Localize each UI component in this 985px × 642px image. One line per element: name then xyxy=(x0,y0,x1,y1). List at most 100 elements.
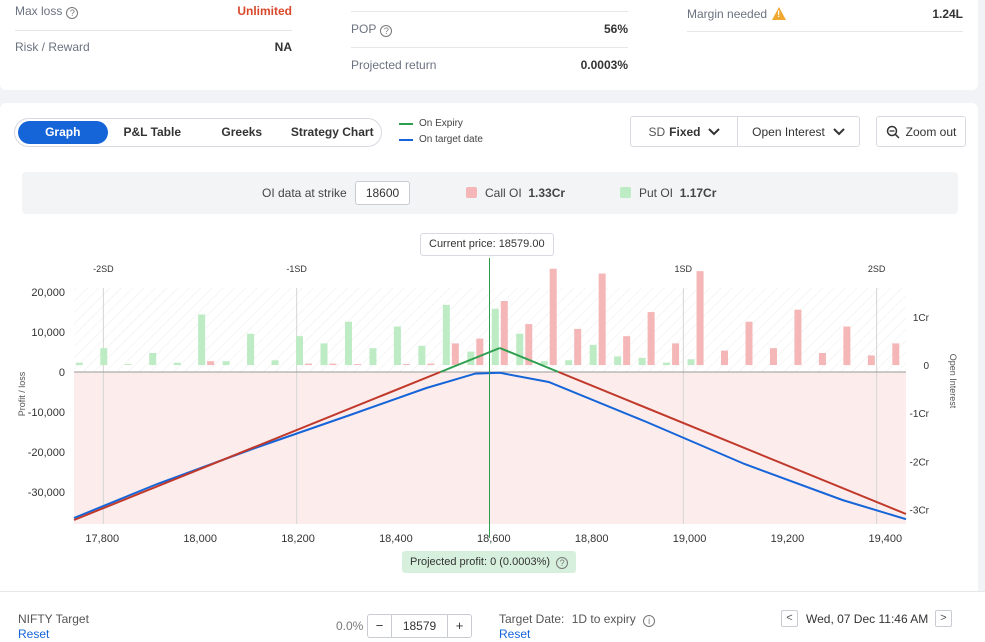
increment-button[interactable]: + xyxy=(447,614,472,638)
tab-graph[interactable]: Graph xyxy=(18,121,108,144)
call-oi-bar xyxy=(427,363,435,366)
x-tick-label: 18,200 xyxy=(281,533,315,545)
risk-reward-value: NA xyxy=(274,40,292,54)
call-oi-bar xyxy=(305,363,313,366)
put-oi-bar xyxy=(369,348,377,366)
zoom-out-button[interactable]: Zoom out xyxy=(876,116,966,147)
max-loss-row: Max loss? Unlimited xyxy=(15,2,292,20)
chevron-down-icon xyxy=(707,127,720,135)
target-date-value: 1D to expiry xyxy=(571,612,636,626)
expiry-line-segment xyxy=(499,347,559,373)
target-date-label: Target Date: xyxy=(499,612,565,626)
reset-target-link[interactable]: Reset xyxy=(18,627,50,641)
put-oi-value: 1.17Cr xyxy=(679,186,717,200)
put-oi-bar xyxy=(124,364,132,366)
bottom-bar xyxy=(0,591,985,642)
risk-reward-label: Risk / Reward xyxy=(15,40,90,54)
call-oi-bar xyxy=(769,348,777,366)
oi-tick-label: -3Cr xyxy=(910,506,930,517)
warning-icon: ! xyxy=(772,7,787,20)
x-tick-label: 19,000 xyxy=(673,533,707,545)
legend-expiry: On Expiry xyxy=(399,118,463,129)
sd-dropdown[interactable]: SD Fixed xyxy=(630,116,738,147)
tab-greeks[interactable]: Greeks xyxy=(221,125,263,139)
call-oi-bar xyxy=(500,301,508,366)
call-oi-value: 1.33Cr xyxy=(528,186,566,200)
reset-date-link[interactable]: Reset xyxy=(499,627,531,641)
put-oi-bar xyxy=(344,321,352,366)
call-oi-bar xyxy=(598,273,606,366)
x-tick-label: 18,600 xyxy=(477,533,511,545)
call-oi-bar xyxy=(818,353,826,366)
x-tick-label: 18,400 xyxy=(379,533,413,545)
decrement-button[interactable]: − xyxy=(367,614,392,638)
put-oi-bar xyxy=(296,336,304,366)
x-tick-label: 19,400 xyxy=(868,533,902,545)
call-oi-bar xyxy=(794,309,802,366)
prev-date-button[interactable]: < xyxy=(781,610,798,627)
call-oi-bar xyxy=(476,338,484,366)
max-loss-label: Max loss xyxy=(15,3,63,18)
put-oi-bar xyxy=(467,351,475,366)
pop-label: POP xyxy=(351,21,377,36)
help-icon[interactable]: ? xyxy=(556,557,569,569)
sd-label: -1SD xyxy=(286,264,307,274)
y2-axis-title: Open Interest xyxy=(948,354,958,409)
sd-label: -2SD xyxy=(93,264,114,274)
x-tick-label: 18,800 xyxy=(575,533,609,545)
chevron-down-icon xyxy=(833,127,845,135)
put-oi-bar xyxy=(491,308,499,366)
zoom-out-label: Zoom out xyxy=(905,124,957,139)
oi-tick-label: 1Cr xyxy=(913,313,930,324)
call-oi-bar xyxy=(721,350,729,366)
tab-strategy-chart[interactable]: Strategy Chart xyxy=(290,125,374,139)
put-oi-bar xyxy=(320,343,328,366)
x-tick-label: 18,000 xyxy=(183,533,217,545)
put-oi-bar xyxy=(100,348,108,366)
put-oi-bar xyxy=(663,362,671,366)
projected-profit-chip: Projected profit: 0 (0.0003%) ? xyxy=(402,551,577,573)
oi-strike-input[interactable]: 18600 xyxy=(355,181,410,205)
call-oi-bar xyxy=(843,326,851,366)
oi-tick-label: -1Cr xyxy=(910,409,930,420)
x-tick-label: 17,800 xyxy=(85,533,119,545)
zoom-out-icon xyxy=(886,125,900,139)
put-oi-bar xyxy=(222,361,230,366)
call-oi-bar xyxy=(672,343,680,366)
next-date-button[interactable]: > xyxy=(935,610,952,627)
call-oi-bar xyxy=(207,361,215,366)
divider xyxy=(15,30,292,31)
y-tick-label: -20,000 xyxy=(28,447,65,459)
call-oi-info: Call OI 1.33Cr xyxy=(466,186,565,200)
call-oi-bar xyxy=(867,355,875,366)
target-input[interactable]: 18579 xyxy=(391,614,448,638)
oi-dropdown[interactable]: Open Interest xyxy=(737,116,860,147)
x-tick-label: 19,200 xyxy=(771,533,805,545)
call-oi-bar xyxy=(451,343,459,366)
info-icon[interactable]: i xyxy=(643,615,656,627)
help-icon[interactable]: ? xyxy=(66,6,79,19)
view-tabs: Graph P&L Table Greeks Strategy Chart xyxy=(14,118,382,147)
y-tick-label: 20,000 xyxy=(31,287,65,299)
call-oi-bar xyxy=(696,271,704,366)
put-oi-bar xyxy=(173,362,181,366)
put-oi-swatch xyxy=(620,187,631,198)
oi-dropdown-label: Open Interest xyxy=(752,124,825,139)
current-price-chip: Current price: 18579.00 xyxy=(420,233,554,256)
put-oi-bar xyxy=(589,344,597,366)
put-oi-bar xyxy=(516,333,524,366)
tab-pl-table[interactable]: P&L Table xyxy=(123,125,182,139)
y-axis-title: Profit / loss xyxy=(17,371,27,416)
sd-value: Fixed xyxy=(669,124,701,139)
put-oi-bar xyxy=(393,326,401,366)
call-oi-bar xyxy=(892,343,900,366)
call-oi-bar xyxy=(549,268,557,366)
put-oi-bar xyxy=(271,360,279,366)
help-icon[interactable]: ? xyxy=(380,24,393,37)
oi-info-bar xyxy=(22,172,958,214)
y-tick-label: -10,000 xyxy=(28,407,65,419)
y-tick-label: 10,000 xyxy=(31,327,65,339)
max-loss-value: Unlimited xyxy=(237,4,292,18)
payoff-chart: -2SD -1SD 1SD 2SD 20,000 10,000 0 -10,000 -20,00… xyxy=(17,258,958,545)
y-tick-label: 0 xyxy=(59,367,65,379)
